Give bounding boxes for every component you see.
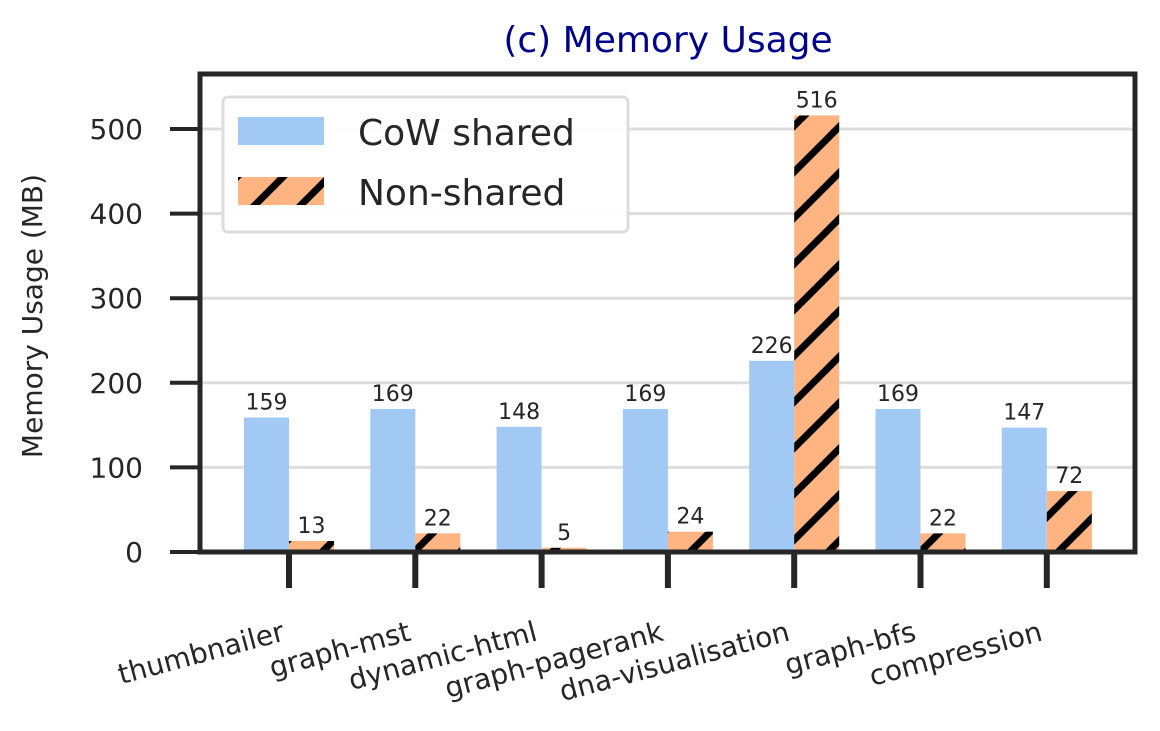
legend: CoW shared Non-shared [221, 95, 630, 234]
bar-cow-shared [496, 426, 542, 552]
legend-swatch-cow-shared [238, 117, 324, 145]
data-label: 169 [624, 382, 666, 407]
y-tick-label: 0 [125, 536, 143, 569]
data-label: 24 [676, 505, 704, 530]
y-tick-label: 200 [90, 367, 143, 400]
legend-swatch-non-shared [238, 177, 324, 205]
data-label: 22 [424, 506, 452, 531]
bar-cow-shared [875, 409, 921, 552]
data-label: 147 [1003, 401, 1045, 426]
data-label: 72 [1055, 464, 1083, 489]
y-tick-label: 100 [90, 451, 143, 484]
bar-cow-shared [1001, 427, 1047, 552]
bar-cow-shared [622, 409, 668, 552]
data-label: 169 [372, 382, 414, 407]
bar-cow-shared [244, 417, 289, 552]
x-axis-ticks: thumbnailergraph-mstdynamic-htmlgraph-pa… [114, 552, 1050, 708]
data-label: 13 [298, 514, 326, 539]
data-label: 22 [929, 506, 957, 531]
data-label: 226 [751, 334, 793, 359]
data-label: 516 [796, 88, 838, 113]
data-label: 169 [877, 382, 919, 407]
x-tick-label: thumbnailer [114, 615, 288, 691]
legend-label-non-shared: Non-shared [358, 173, 565, 214]
bar-non-shared [920, 533, 966, 552]
chart-title: (c) Memory Usage [503, 20, 832, 61]
data-label: 159 [246, 390, 288, 415]
bar-cow-shared [749, 360, 795, 552]
bar-non-shared [1046, 491, 1092, 552]
y-axis-label: Memory Usage (MB) [16, 174, 49, 458]
legend-box [221, 95, 630, 234]
bar-non-shared [667, 531, 713, 552]
y-axis-ticks: 0 100 200 300 400 500 [90, 113, 200, 569]
data-labels: 159 13 169 22 148 5 169 24 226 516 169 22 147 72 [246, 88, 1084, 545]
y-tick-label: 300 [90, 282, 143, 315]
bar-non-shared [794, 115, 840, 552]
bars [244, 115, 1092, 552]
bar-cow-shared [370, 409, 416, 552]
data-label: 5 [557, 521, 571, 546]
bar-non-shared [415, 533, 461, 552]
y-tick-label: 400 [90, 198, 143, 231]
legend-label-cow-shared: CoW shared [358, 113, 575, 154]
bar-non-shared [289, 541, 334, 552]
data-label: 148 [498, 400, 540, 425]
y-tick-label: 500 [90, 113, 143, 146]
